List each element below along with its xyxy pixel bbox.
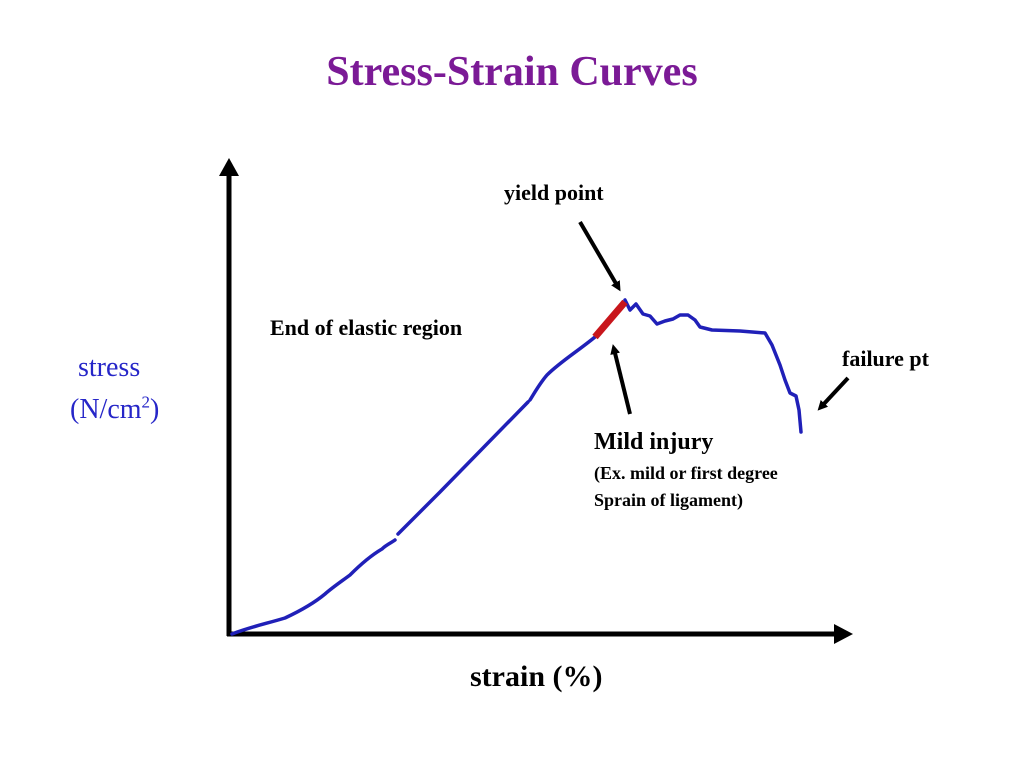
y-axis-unit-superscript: 2: [141, 392, 151, 412]
elastic-region-label: End of elastic region: [270, 315, 463, 340]
stress-strain-curve: [230, 298, 803, 636]
x-axis-arrowhead: [834, 624, 853, 644]
failure-point-label: failure pt: [842, 346, 929, 371]
yield-point-label: yield point: [504, 180, 604, 205]
yield-point-arrow: [578, 220, 621, 292]
mild-injury-arrow: [610, 344, 632, 415]
yield-highlight-segment: [592, 299, 628, 340]
y-axis-unit-suffix: ): [150, 394, 160, 425]
failure-point-arrow: [817, 376, 850, 411]
y-axis-label: stress: [78, 352, 141, 383]
y-axis-arrowhead: [219, 158, 239, 176]
y-axis-unit-prefix: (N/cm: [70, 394, 142, 425]
y-axis-unit: (N/cm2): [70, 394, 159, 426]
page-title: Stress-Strain Curves: [326, 49, 698, 95]
mild-injury-example-line2: Sprain of ligament): [594, 490, 744, 510]
mild-injury-label: Mild injury: [594, 429, 714, 455]
x-axis-label: strain (%): [470, 660, 603, 693]
mild-injury-example-line1: (Ex. mild or first degree: [594, 463, 778, 483]
